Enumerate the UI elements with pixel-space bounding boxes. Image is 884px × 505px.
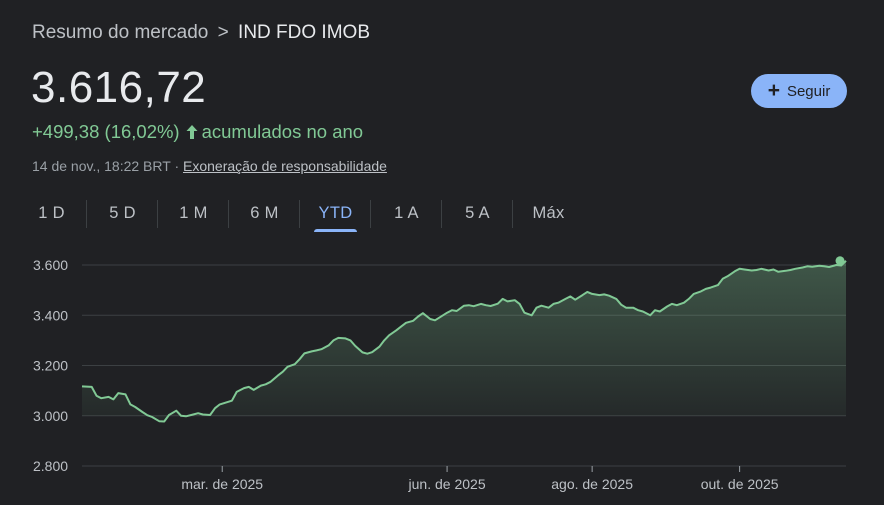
x-tick-label: ago. de 2025 bbox=[551, 476, 633, 492]
range-tabs: 1 D 5 D 1 M 6 M YTD 1 A 5 A Máx bbox=[16, 198, 584, 232]
tab-ytd[interactable]: YTD bbox=[300, 198, 371, 232]
arrow-up-icon bbox=[185, 124, 199, 140]
follow-button-label: Seguir bbox=[786, 82, 831, 100]
current-price: 3.616,72 bbox=[31, 63, 207, 112]
y-tick-label: 3.600 bbox=[33, 257, 68, 273]
plus-icon: + bbox=[767, 78, 780, 102]
disclaimer-link[interactable]: Exoneração de responsabilidade bbox=[183, 158, 387, 174]
meta-separator: · bbox=[174, 158, 180, 174]
x-tick-label: jun. de 2025 bbox=[408, 476, 486, 492]
tab-label: 5 D bbox=[109, 204, 136, 222]
tab-label: 6 M bbox=[250, 204, 279, 222]
tab-1a[interactable]: 1 A bbox=[371, 198, 442, 232]
tab-label: 1 M bbox=[179, 204, 208, 222]
timestamp: 14 de nov., 18:22 BRT bbox=[32, 158, 171, 174]
tab-label: 1 D bbox=[38, 204, 65, 222]
price-change-value: +499,38 (16,02%) bbox=[32, 121, 180, 142]
price-change: +499,38 (16,02%) acumulados no ano bbox=[32, 121, 363, 143]
price-line bbox=[81, 260, 847, 423]
last-price-dot bbox=[835, 256, 845, 266]
tab-max[interactable]: Máx bbox=[513, 198, 584, 232]
y-tick-label: 3.400 bbox=[33, 307, 68, 323]
active-tab-indicator bbox=[314, 229, 357, 232]
price-chart: 3.600 3.400 3.200 3.000 2.800 mar. de 2025 jun… bbox=[33, 256, 847, 492]
tab-6m[interactable]: 6 M bbox=[229, 198, 300, 232]
follow-button[interactable]: + Seguir bbox=[751, 74, 847, 108]
tab-label: 1 A bbox=[394, 204, 419, 222]
tab-label: Máx bbox=[532, 204, 565, 222]
tab-1m[interactable]: 1 M bbox=[158, 198, 229, 232]
breadcrumb-current: IND FDO IMOB bbox=[238, 22, 370, 43]
tab-label: 5 A bbox=[465, 204, 490, 222]
tab-label: YTD bbox=[318, 204, 353, 222]
tab-5d[interactable]: 5 D bbox=[87, 198, 158, 232]
price-change-suffix: acumulados no ano bbox=[201, 121, 364, 142]
breadcrumb-parent-link[interactable]: Resumo do mercado bbox=[32, 22, 209, 43]
breadcrumb-separator: > bbox=[217, 22, 229, 43]
x-tick-label: mar. de 2025 bbox=[181, 476, 263, 492]
y-tick-label: 3.200 bbox=[33, 358, 68, 374]
x-tick-label: out. de 2025 bbox=[701, 476, 779, 492]
meta-line: 14 de nov., 18:22 BRT · Exoneração de re… bbox=[32, 158, 387, 174]
tab-5a[interactable]: 5 A bbox=[442, 198, 513, 232]
breadcrumb: Resumo do mercado > IND FDO IMOB bbox=[32, 22, 370, 44]
price-area bbox=[82, 260, 846, 422]
tab-1d[interactable]: 1 D bbox=[16, 198, 87, 232]
y-tick-label: 2.800 bbox=[33, 458, 68, 474]
y-tick-label: 3.000 bbox=[33, 408, 68, 424]
